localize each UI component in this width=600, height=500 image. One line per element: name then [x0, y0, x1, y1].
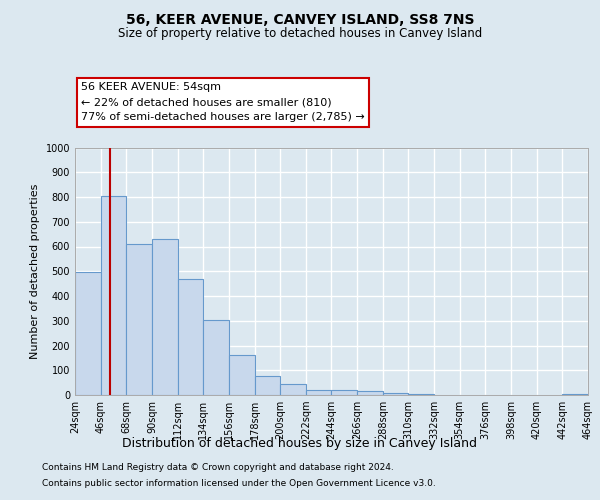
Bar	[357, 392, 383, 395]
Bar	[280, 384, 306, 395]
Bar	[152, 239, 178, 395]
Y-axis label: Number of detached properties: Number of detached properties	[30, 184, 40, 359]
Text: Contains public sector information licensed under the Open Government Licence v3: Contains public sector information licen…	[42, 478, 436, 488]
Text: Size of property relative to detached houses in Canvey Island: Size of property relative to detached ho…	[118, 28, 482, 40]
Bar	[126, 244, 152, 395]
Bar	[101, 196, 126, 395]
Bar	[331, 390, 357, 395]
Bar	[383, 392, 409, 395]
Bar	[229, 354, 254, 395]
Bar	[203, 320, 229, 395]
Text: 56, KEER AVENUE, CANVEY ISLAND, SS8 7NS: 56, KEER AVENUE, CANVEY ISLAND, SS8 7NS	[126, 12, 474, 26]
Bar	[178, 278, 203, 395]
Bar	[562, 394, 588, 395]
Bar	[306, 390, 331, 395]
Bar	[75, 272, 101, 395]
Bar	[409, 394, 434, 395]
Text: Distribution of detached houses by size in Canvey Island: Distribution of detached houses by size …	[122, 438, 478, 450]
Text: 56 KEER AVENUE: 54sqm
← 22% of detached houses are smaller (810)
77% of semi-det: 56 KEER AVENUE: 54sqm ← 22% of detached …	[81, 82, 365, 122]
Text: Contains HM Land Registry data © Crown copyright and database right 2024.: Contains HM Land Registry data © Crown c…	[42, 464, 394, 472]
Bar	[254, 376, 280, 395]
